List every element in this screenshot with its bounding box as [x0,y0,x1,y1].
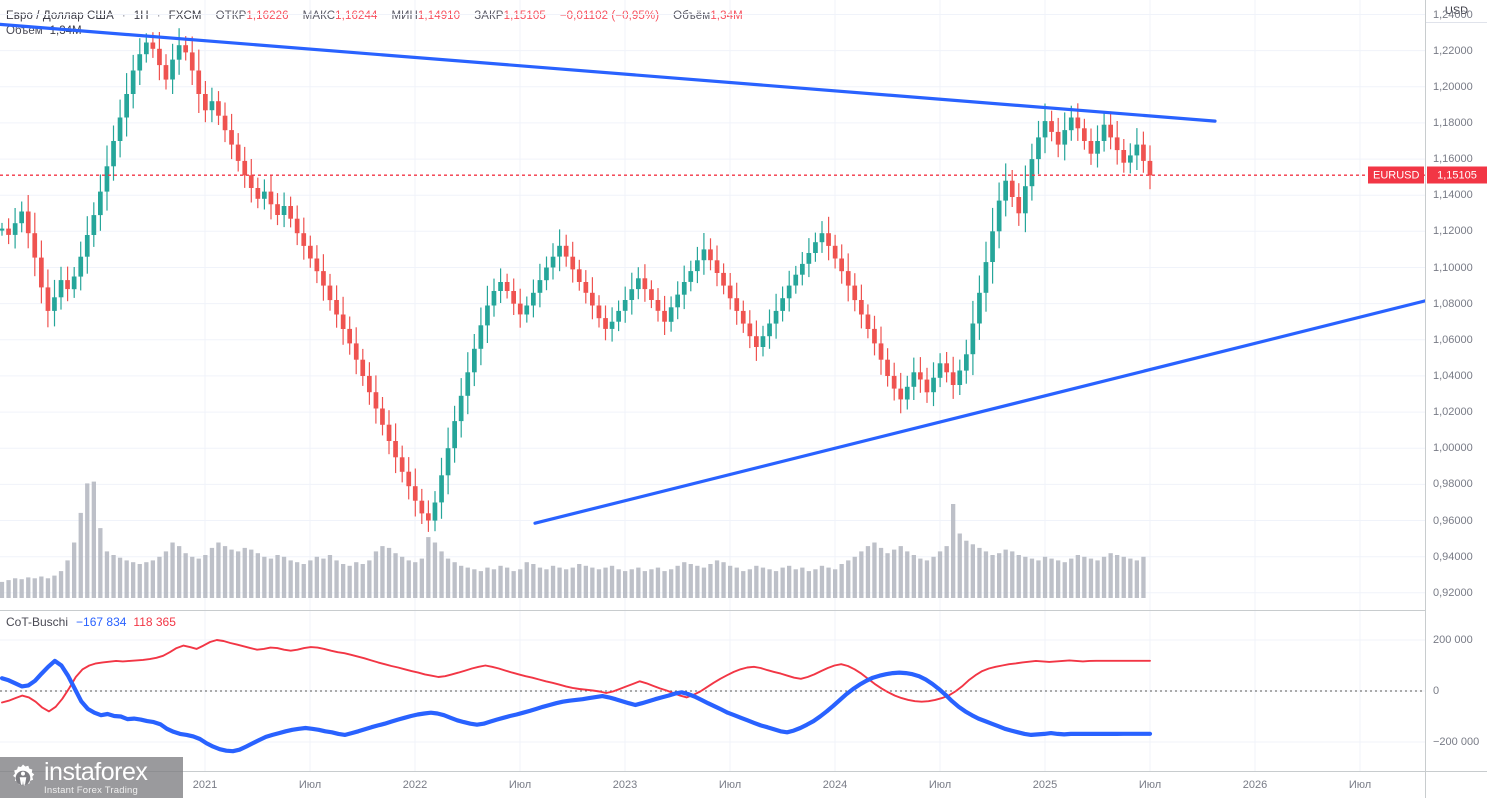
time-axis-label: 2021 [192,779,218,791]
pane-divider [0,610,1425,611]
price-axis-label: 1,14000 [1433,189,1473,202]
time-axis-label: 2023 [612,779,638,791]
time-axis-label: Июл [718,779,742,791]
low-label: МИН [391,10,418,22]
close-label: ЗАКР [474,10,504,22]
price-axis-label: 1,18000 [1433,116,1473,129]
cot-chart-canvas[interactable] [0,611,1425,771]
price-axis-label: 1,06000 [1433,333,1473,346]
price-axis-label: 1,16000 [1433,153,1473,166]
price-axis[interactable]: USD 1,24000 1,22000 1,20000 1,18000 1,16000 1… [1425,0,1487,771]
price-axis-label: 1,04000 [1433,369,1473,382]
cot-legend: CoT-Buschi −167 834 118 365 [6,615,176,629]
high-label: МАКС [302,10,336,22]
price-axis-label: 1,02000 [1433,406,1473,419]
price-axis-label: 1,00000 [1433,442,1473,455]
cot-axis-label: −200 000 [1433,736,1480,748]
chart-legend: Евро / Доллар США · 1H · FXCM ОТКР1,16226 МАКС… [6,9,743,23]
cot-long-value: 118 365 [133,615,176,629]
time-axis[interactable]: 2021 Июл 2022 Июл 2023 Июл 2024 Июл 2025 Июл 2026 И… [0,771,1477,798]
price-axis-label: 0,92000 [1433,586,1473,599]
price-chart-canvas[interactable] [0,0,1425,610]
time-axis-label: 2026 [1242,779,1268,791]
price-axis-label: 1,24000 [1433,8,1473,21]
logo-name: instaforex [44,757,148,786]
cot-short-value: −167 834 [76,615,127,629]
low-value: 1,14910 [417,10,461,22]
symbol-price-badge[interactable]: EURUSD [1368,166,1425,184]
price-axis-label: 1,12000 [1433,225,1473,238]
open-label: ОТКР [215,10,247,22]
instaforex-logo: instaforex Instant Forex Trading [0,757,183,798]
time-axis-label: Июл [298,779,322,791]
time-axis-label: 2025 [1032,779,1058,791]
cot-axis-label: 200 000 [1433,634,1473,646]
price-pane[interactable] [0,0,1425,610]
change-value: −0,01102 (−0,95%) [559,10,660,22]
logo-tagline: Instant Forex Trading [44,784,138,796]
time-axis-label: Июл [928,779,952,791]
volume-label: Объём [673,10,711,22]
time-axis-label: 2022 [402,779,428,791]
axis-corner [1425,771,1487,798]
time-axis-label: 2024 [822,779,848,791]
gear-logo-icon [13,764,35,786]
volume-value: 1,34M [710,10,743,22]
legend-separator-2: · [156,10,161,22]
legend-separator-1: · [121,10,126,22]
close-value: 1,15105 [503,10,546,22]
price-axis-label: 0,96000 [1433,514,1473,527]
price-axis-label: 0,94000 [1433,550,1473,563]
price-axis-label: 1,08000 [1433,297,1473,310]
cot-label: CoT-Buschi [6,615,69,629]
price-axis-label: 1,22000 [1433,44,1473,57]
open-value: 1,16226 [246,10,289,22]
time-axis-label: Июл [1138,779,1162,791]
price-axis-label: 1,20000 [1433,80,1473,93]
time-axis-label: Июл [1348,779,1372,791]
current-price-badge[interactable]: 1,15105 [1427,166,1487,184]
interval-label[interactable]: 1H [133,10,149,22]
price-axis-label: 0,98000 [1433,478,1473,491]
time-axis-label: Июл [508,779,532,791]
exchange-label[interactable]: FXCM [168,10,202,22]
symbol-name[interactable]: Евро / Доллар США [6,10,114,22]
cot-axis-label: 0 [1433,685,1440,697]
high-value: 1,16244 [335,10,378,22]
currency-unit-label: USD [1426,0,1487,23]
cot-pane[interactable] [0,611,1425,771]
price-axis-label: 1,10000 [1433,261,1473,274]
